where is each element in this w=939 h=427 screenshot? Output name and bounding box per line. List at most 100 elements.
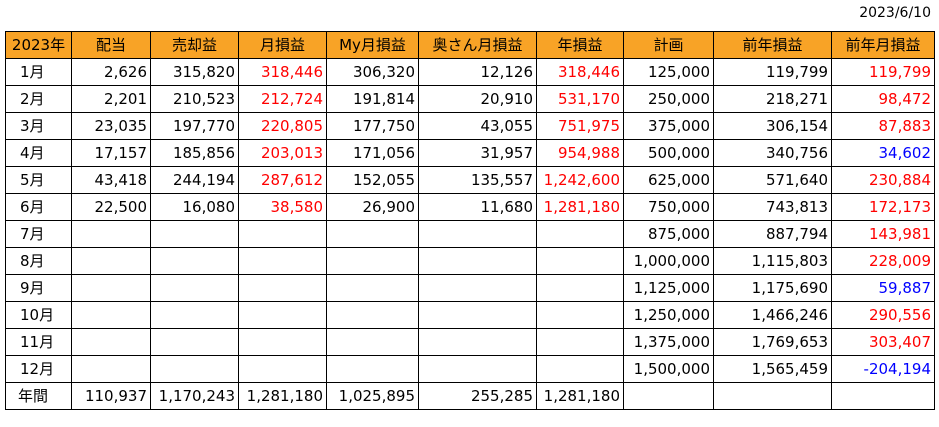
cell-monthly-pl — [238, 247, 327, 275]
header-monthly-pl: 月損益 — [238, 31, 327, 59]
cell-my-monthly-pl — [326, 247, 419, 275]
cell-monthly-pl: 287,612 — [238, 166, 327, 194]
cell-plan: 1,375,000 — [623, 328, 714, 356]
cell-my-monthly-pl: 306,320 — [326, 58, 419, 86]
table-row: 10月 1,250,000 1,466,246 290,556 — [5, 301, 935, 329]
cell-dividend: 2,626 — [71, 58, 151, 86]
table-row: 12月 1,500,000 1,565,459 -204,194 — [5, 355, 935, 383]
cell-plan: 1,250,000 — [623, 301, 714, 329]
cell-annual-pl: 1,242,600 — [536, 166, 624, 194]
total-prev-annual-pl — [713, 382, 832, 410]
cell-dividend — [71, 274, 151, 302]
cell-prev-annual-pl: 887,794 — [713, 220, 832, 248]
table-row: 5月 43,418 244,194 287,612 152,055 135,557 1,24… — [5, 166, 935, 194]
header-prev-annual-pl: 前年損益 — [713, 31, 832, 59]
table-row: 11月 1,375,000 1,769,653 303,407 — [5, 328, 935, 356]
cell-prev-monthly-pl: 59,887 — [831, 274, 935, 302]
cell-wife-monthly-pl — [418, 328, 537, 356]
cell-wife-monthly-pl: 135,557 — [418, 166, 537, 194]
cell-prev-annual-pl: 1,565,459 — [713, 355, 832, 383]
cell-plan: 875,000 — [623, 220, 714, 248]
cell-prev-monthly-pl: 143,981 — [831, 220, 935, 248]
header-row: 2023年 配当 売却益 月損益 My月損益 奥さん月損益 年損益 計画 前年損… — [5, 31, 935, 59]
cell-annual-pl: 318,446 — [536, 58, 624, 86]
cell-monthly-pl — [238, 328, 327, 356]
cell-my-monthly-pl: 191,814 — [326, 85, 419, 113]
cell-prev-annual-pl: 743,813 — [713, 193, 832, 221]
cell-sale-profit: 244,194 — [150, 166, 239, 194]
cell-dividend — [71, 220, 151, 248]
cell-wife-monthly-pl — [418, 355, 537, 383]
cell-annual-pl — [536, 355, 624, 383]
cell-wife-monthly-pl: 11,680 — [418, 193, 537, 221]
cell-annual-pl — [536, 247, 624, 275]
cell-prev-monthly-pl: 34,602 — [831, 139, 935, 167]
cell-wife-monthly-pl: 12,126 — [418, 58, 537, 86]
cell-dividend: 43,418 — [71, 166, 151, 194]
cell-plan: 125,000 — [623, 58, 714, 86]
cell-my-monthly-pl — [326, 274, 419, 302]
cell-plan: 625,000 — [623, 166, 714, 194]
cell-prev-annual-pl: 1,466,246 — [713, 301, 832, 329]
cell-sale-profit — [150, 220, 239, 248]
cell-plan: 1,125,000 — [623, 274, 714, 302]
total-row: 年間 110,937 1,170,243 1,281,180 1,025,895 255,… — [5, 382, 935, 410]
cell-month: 7月 — [5, 220, 72, 248]
cell-my-monthly-pl: 152,055 — [326, 166, 419, 194]
cell-sale-profit: 210,523 — [150, 85, 239, 113]
cell-sale-profit: 197,770 — [150, 112, 239, 140]
cell-prev-monthly-pl: 290,556 — [831, 301, 935, 329]
profit-loss-table: 2023年 配当 売却益 月損益 My月損益 奥さん月損益 年損益 計画 前年損… — [5, 31, 935, 410]
header-sale-profit: 売却益 — [150, 31, 239, 59]
total-prev-monthly-pl — [831, 382, 935, 410]
cell-my-monthly-pl: 26,900 — [326, 193, 419, 221]
total-sale-profit: 1,170,243 — [150, 382, 239, 410]
cell-wife-monthly-pl: 43,055 — [418, 112, 537, 140]
header-wife-monthly-pl: 奥さん月損益 — [418, 31, 537, 59]
cell-annual-pl — [536, 301, 624, 329]
cell-my-monthly-pl — [326, 220, 419, 248]
cell-wife-monthly-pl: 31,957 — [418, 139, 537, 167]
cell-monthly-pl: 203,013 — [238, 139, 327, 167]
cell-plan: 250,000 — [623, 85, 714, 113]
cell-annual-pl — [536, 328, 624, 356]
cell-monthly-pl — [238, 301, 327, 329]
cell-month: 12月 — [5, 355, 72, 383]
header-year: 2023年 — [5, 31, 72, 59]
table-row: 3月 23,035 197,770 220,805 177,750 43,055 751,9… — [5, 112, 935, 140]
cell-prev-annual-pl: 218,271 — [713, 85, 832, 113]
cell-prev-monthly-pl: 119,799 — [831, 58, 935, 86]
cell-sale-profit — [150, 247, 239, 275]
cell-month: 8月 — [5, 247, 72, 275]
total-wife-monthly-pl: 255,285 — [418, 382, 537, 410]
cell-dividend — [71, 328, 151, 356]
table-row: 4月 17,157 185,856 203,013 171,056 31,957 954,9… — [5, 139, 935, 167]
cell-dividend — [71, 247, 151, 275]
cell-sale-profit — [150, 301, 239, 329]
cell-annual-pl: 1,281,180 — [536, 193, 624, 221]
cell-monthly-pl: 220,805 — [238, 112, 327, 140]
cell-sale-profit: 16,080 — [150, 193, 239, 221]
cell-prev-annual-pl: 1,175,690 — [713, 274, 832, 302]
cell-prev-monthly-pl: 228,009 — [831, 247, 935, 275]
cell-prev-annual-pl: 340,756 — [713, 139, 832, 167]
total-monthly-pl: 1,281,180 — [238, 382, 327, 410]
cell-prev-monthly-pl: 230,884 — [831, 166, 935, 194]
cell-month: 2月 — [5, 85, 72, 113]
report-date: 2023/6/10 — [859, 5, 931, 21]
table-row: 7月 875,000 887,794 143,981 — [5, 220, 935, 248]
cell-sale-profit — [150, 355, 239, 383]
cell-dividend — [71, 301, 151, 329]
cell-plan: 500,000 — [623, 139, 714, 167]
cell-month: 9月 — [5, 274, 72, 302]
cell-monthly-pl — [238, 274, 327, 302]
cell-prev-monthly-pl: -204,194 — [831, 355, 935, 383]
cell-sale-profit: 315,820 — [150, 58, 239, 86]
cell-prev-monthly-pl: 172,173 — [831, 193, 935, 221]
cell-my-monthly-pl: 177,750 — [326, 112, 419, 140]
cell-monthly-pl: 318,446 — [238, 58, 327, 86]
header-my-monthly-pl: My月損益 — [326, 31, 419, 59]
cell-prev-monthly-pl: 98,472 — [831, 85, 935, 113]
cell-annual-pl — [536, 274, 624, 302]
cell-my-monthly-pl — [326, 301, 419, 329]
